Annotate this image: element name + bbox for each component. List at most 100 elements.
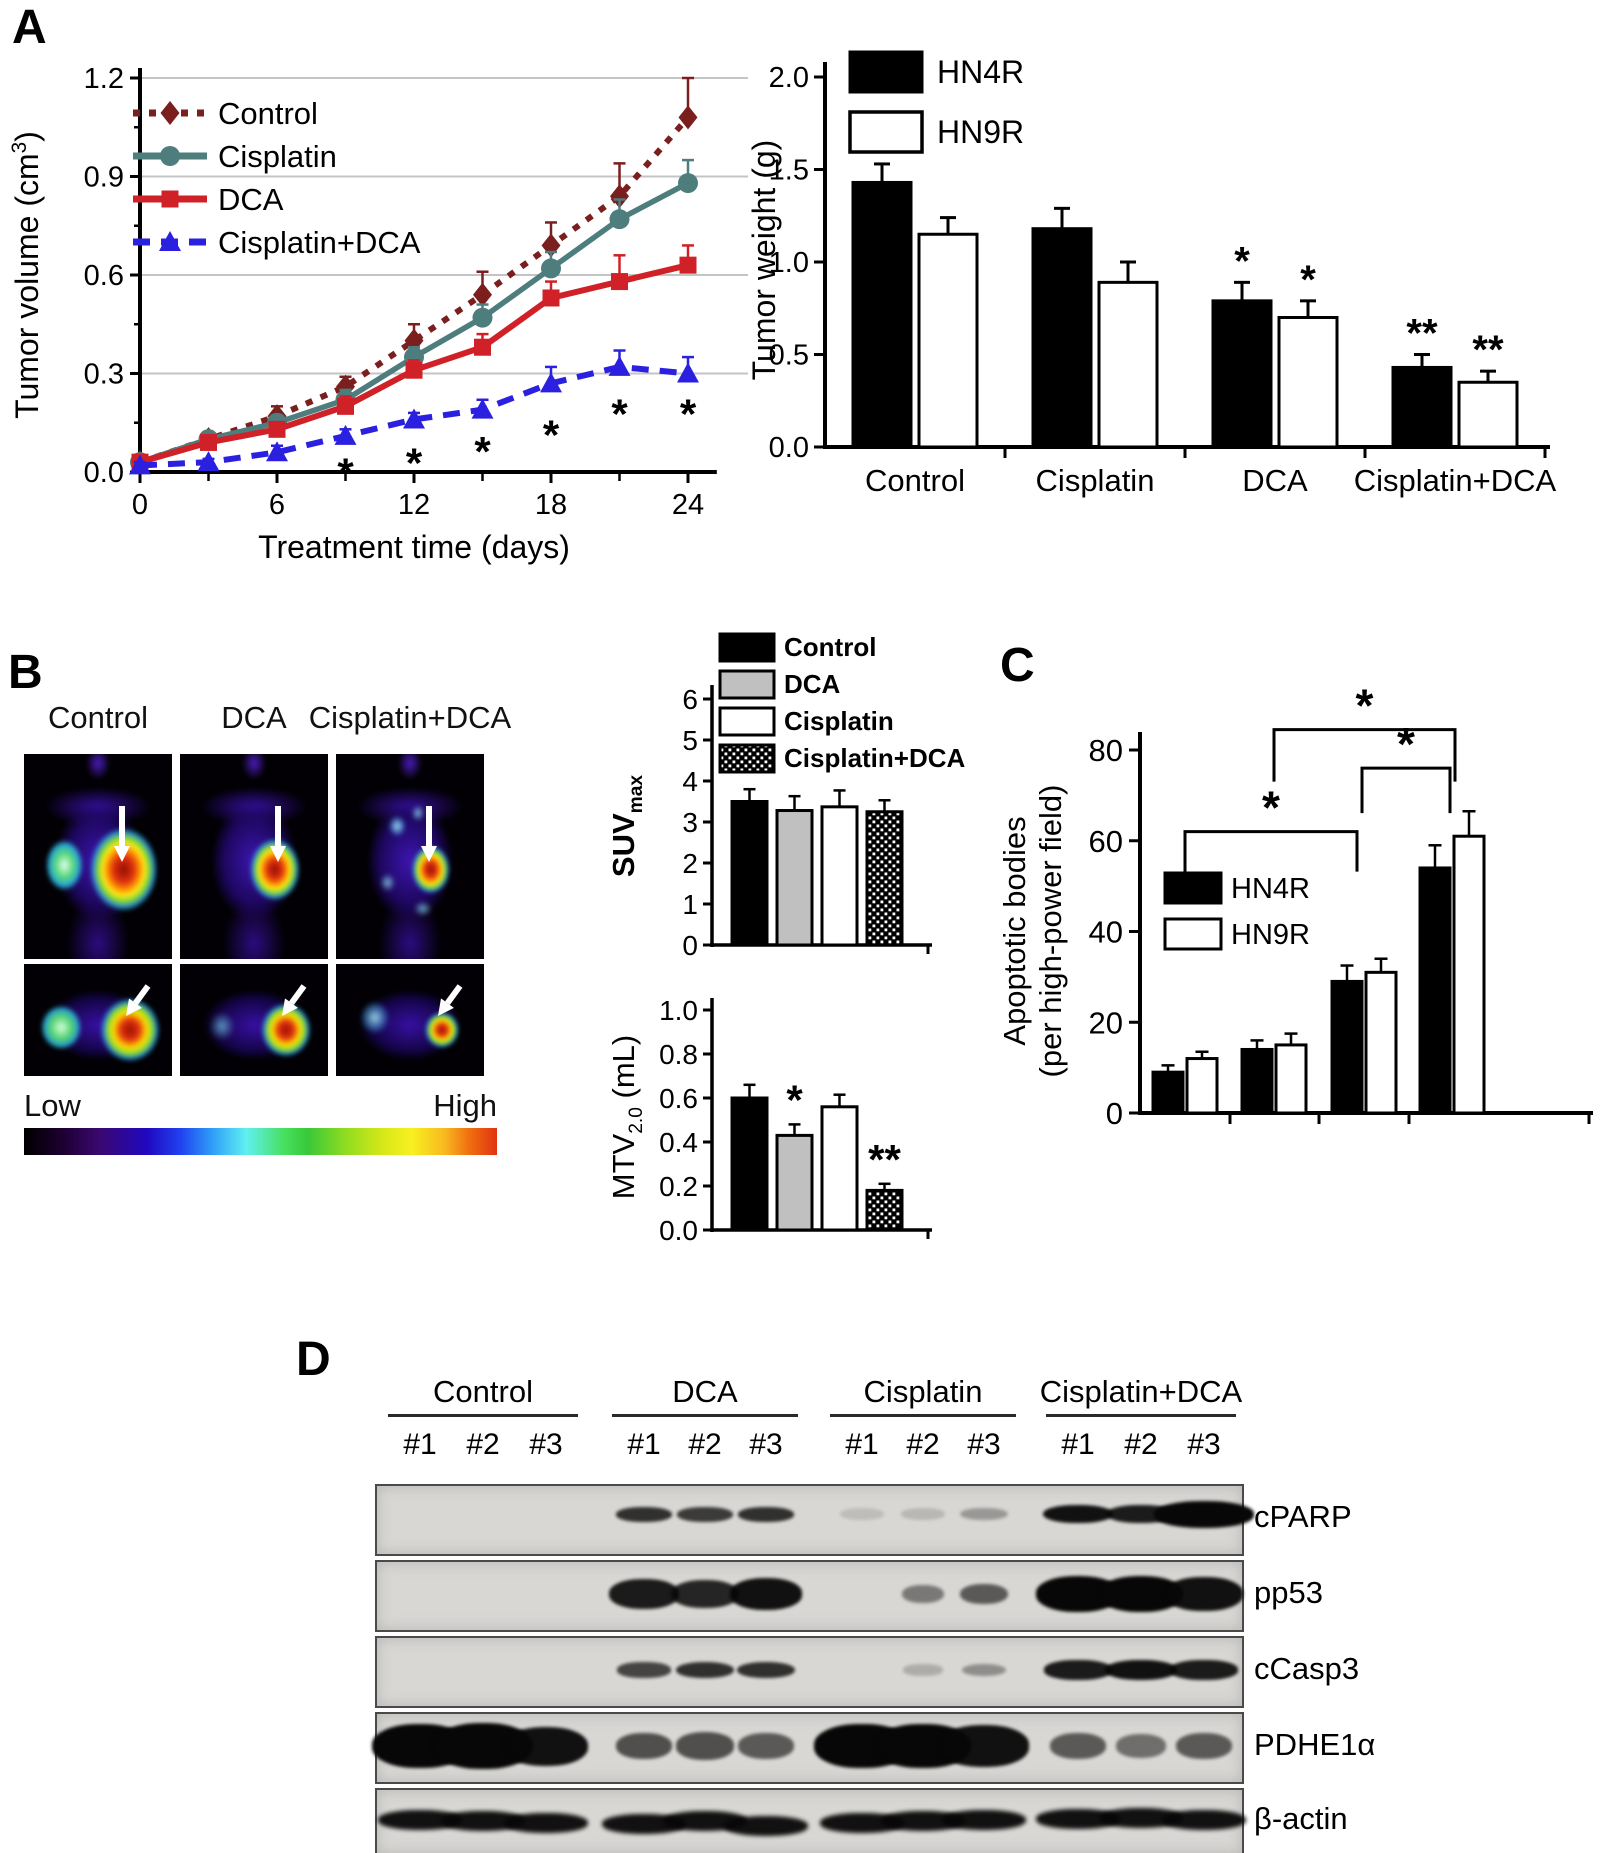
legend-swatch xyxy=(718,669,776,700)
protein-band xyxy=(942,1810,1026,1830)
category-label: Cisplatin+DCA xyxy=(1354,463,1557,498)
y-tick-label: 80 xyxy=(1089,733,1123,768)
significance-asterisk: * xyxy=(337,449,354,496)
significance-asterisk: * xyxy=(786,1076,803,1123)
bar xyxy=(1031,227,1093,449)
bar xyxy=(1277,316,1339,449)
y-tick-label: 1.2 xyxy=(84,63,124,95)
pet-image-gradient xyxy=(336,964,484,1076)
x-axis-title: Treatment time (days) xyxy=(258,529,570,565)
protein-band xyxy=(1104,1659,1178,1681)
protein-band xyxy=(1044,1660,1112,1680)
protein-band xyxy=(724,1816,808,1836)
panel-d-label: D xyxy=(296,1333,331,1386)
protein-band xyxy=(675,1661,735,1679)
panel-c-label: C xyxy=(1000,639,1035,692)
marker-square xyxy=(161,190,179,208)
marker-square xyxy=(611,273,628,291)
significance-asterisk: * xyxy=(1300,258,1316,302)
protein-band xyxy=(675,1732,735,1760)
tumor-arrow xyxy=(282,984,307,1016)
blot-group-underline xyxy=(1046,1414,1236,1417)
legend-swatch xyxy=(848,50,924,94)
marker-diamond xyxy=(678,105,698,130)
pet-image-axial xyxy=(180,964,328,1076)
marker-square xyxy=(542,289,560,307)
pet-image-coronal xyxy=(336,754,484,959)
protein-band xyxy=(1043,1504,1113,1524)
x-tick-label: 18 xyxy=(535,489,567,521)
pet-image-coronal xyxy=(24,754,172,959)
marker-triangle xyxy=(403,408,425,429)
y-tick-label: 0 xyxy=(1106,1096,1123,1131)
protein-band xyxy=(1170,1660,1238,1680)
marker-square xyxy=(200,433,217,451)
significance-asterisk: * xyxy=(611,390,628,437)
apoptotic-bodies-bar-chart: 0 20 40 60 80 Apoptotic bodies (per high-power… xyxy=(997,680,1593,1131)
pet-column-label: DCA xyxy=(221,700,287,735)
blot-group-label: Control xyxy=(433,1374,533,1409)
significance-asterisk: * xyxy=(543,412,560,459)
protein-band xyxy=(677,1506,733,1522)
legend-swatch xyxy=(848,110,924,154)
blot-row-label: cCasp3 xyxy=(1254,1651,1360,1686)
marker-triangle xyxy=(197,451,220,472)
blot-group-label: Cisplatin+DCA xyxy=(1039,1374,1243,1409)
pet-column-label: Control xyxy=(48,700,148,735)
legend-swatch xyxy=(1163,917,1223,951)
colorbar-low-label: Low xyxy=(24,1088,81,1123)
blot-lane-label: #1 xyxy=(627,1428,661,1461)
blot-lane-label: #1 xyxy=(845,1428,879,1461)
marker-diamond xyxy=(160,101,180,125)
x-tick-label: 0 xyxy=(132,489,148,521)
blot-lane-label: #3 xyxy=(1187,1428,1221,1461)
y-tick-label: 1.5 xyxy=(769,155,809,187)
blot-group-label: Cisplatin xyxy=(863,1374,983,1409)
protein-band xyxy=(1050,1733,1106,1759)
bar xyxy=(1330,979,1364,1115)
blot-lane-label: #1 xyxy=(1061,1428,1095,1461)
tumor-arrow xyxy=(126,984,151,1016)
marker-circle xyxy=(678,173,698,194)
y-tick-label: 40 xyxy=(1089,915,1123,950)
y-tick-label: 0.0 xyxy=(769,432,809,464)
legend-label: HN9R xyxy=(1231,919,1310,951)
significance-asterisk: * xyxy=(406,440,423,487)
bar xyxy=(1391,365,1453,449)
protein-band xyxy=(736,1661,796,1679)
protein-band xyxy=(900,1508,946,1520)
bar xyxy=(1211,299,1273,449)
significance-asterisk: * xyxy=(1397,718,1415,770)
blot-row-label: pp53 xyxy=(1254,1575,1323,1610)
bar xyxy=(917,232,979,449)
colorbar-gradient xyxy=(24,1128,497,1155)
protein-band xyxy=(1176,1733,1232,1759)
pet-image-gradient xyxy=(24,964,172,1076)
marker-diamond xyxy=(541,233,561,258)
protein-band xyxy=(617,1662,671,1678)
legend-label: Control xyxy=(218,96,318,131)
legend-label: Control xyxy=(784,632,876,662)
significance-bracket xyxy=(1272,728,1457,782)
category-label: Control xyxy=(865,463,965,498)
y-tick-label: 5 xyxy=(682,725,698,756)
significance-asterisk: * xyxy=(1234,239,1250,283)
y-tick-label: 4 xyxy=(682,766,698,797)
marker-triangle xyxy=(677,362,699,383)
blot-group-underline xyxy=(612,1414,798,1417)
blot-lane-label: #3 xyxy=(749,1428,783,1461)
bar xyxy=(865,1188,904,1232)
tumor-arrow xyxy=(438,984,463,1016)
legend-swatch xyxy=(718,632,776,663)
marker-triangle xyxy=(159,231,181,251)
series-HN4R xyxy=(1151,844,1452,1115)
y-tick-label: 0.0 xyxy=(659,1215,698,1246)
marker-square xyxy=(337,397,354,415)
protein-band xyxy=(738,1733,794,1759)
colorbar-high-label: High xyxy=(433,1088,497,1123)
blot-lane-label: #3 xyxy=(529,1428,563,1461)
protein-band xyxy=(1036,1809,1120,1829)
